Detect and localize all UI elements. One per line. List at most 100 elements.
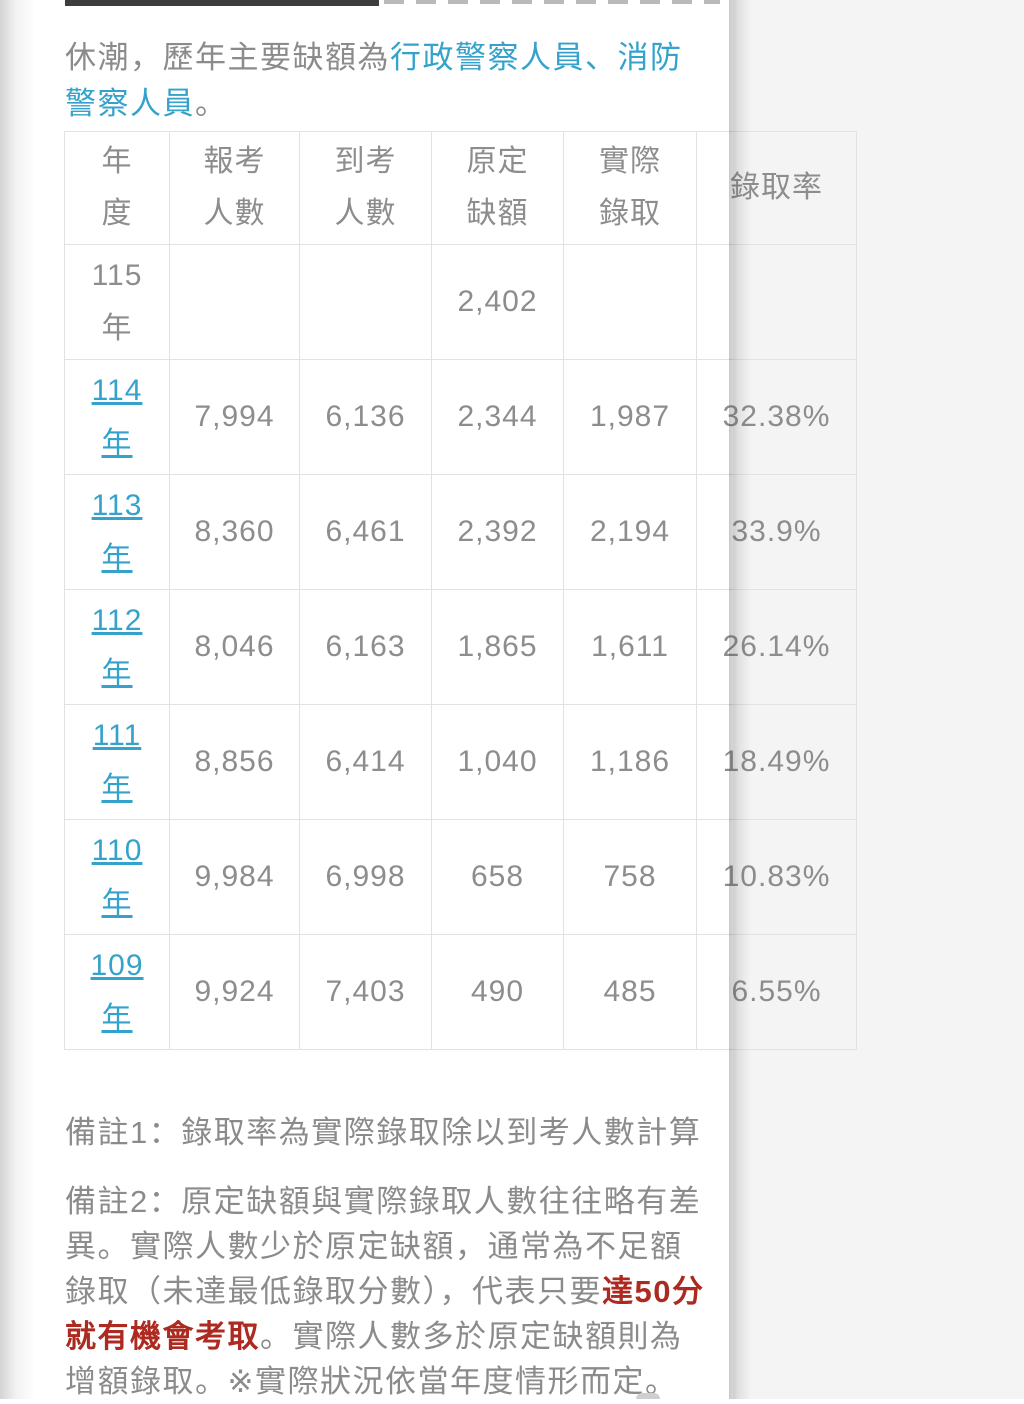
year-number: 115 bbox=[91, 259, 143, 292]
year-cell: 109 年 bbox=[64, 934, 170, 1050]
note2-red-text: 達50分就有機會考取 bbox=[65, 1274, 705, 1354]
cell-vacancies: 1,865 bbox=[431, 589, 564, 705]
cutoff-text-top-light bbox=[384, 0, 720, 4]
year-link[interactable]: 111 年 bbox=[65, 709, 169, 815]
header-cell-3: 原定 缺額 bbox=[431, 131, 564, 245]
year-text: 115 年 bbox=[65, 249, 169, 355]
cell-attended: 7,403 bbox=[299, 934, 432, 1050]
year-link[interactable]: 110 年 bbox=[65, 824, 169, 930]
cell-admitted: 2,194 bbox=[563, 474, 697, 590]
cell-admitted bbox=[563, 244, 697, 360]
table-row-year-112: 112 年 8,046 6,163 1,865 1,611 26.14% bbox=[64, 589, 857, 705]
admission-table: 年度報考 人數 到考 人數 原定 缺額 實際 錄取 錄取率 115 年 2,402 114 年 7,994… bbox=[64, 131, 857, 1050]
cutoff-text-top-dark bbox=[65, 0, 379, 6]
table-row-year-110: 110 年 9,984 6,998 658 758 10.83% bbox=[64, 819, 857, 935]
year-link[interactable]: 109 年 bbox=[65, 939, 169, 1045]
year-cell: 115 年 bbox=[64, 244, 170, 360]
header-cell-0: 年度 bbox=[64, 131, 170, 245]
year-link[interactable]: 112 年 bbox=[65, 594, 169, 700]
year-number: 112 bbox=[91, 604, 143, 637]
header-line2: 缺額 bbox=[466, 197, 529, 230]
cell-rate: 32.38% bbox=[696, 359, 857, 475]
cell-attended: 6,998 bbox=[299, 819, 432, 935]
cell-attended bbox=[299, 244, 432, 360]
table-row-year-111: 111 年 8,856 6,414 1,040 1,186 18.49% bbox=[64, 704, 857, 820]
cell-attended: 6,163 bbox=[299, 589, 432, 705]
cell-applicants: 9,984 bbox=[169, 819, 300, 935]
cell-admitted: 1,611 bbox=[563, 589, 697, 705]
cell-rate: 33.9% bbox=[696, 474, 857, 590]
intro-separator: 、 bbox=[585, 40, 618, 75]
header-row: 年度報考 人數 到考 人數 原定 缺額 實際 錄取 錄取率 bbox=[64, 131, 857, 245]
cell-applicants: 8,856 bbox=[169, 704, 300, 820]
year-number: 111 bbox=[92, 719, 142, 752]
cell-applicants: 7,994 bbox=[169, 359, 300, 475]
header-cell-4: 實際 錄取 bbox=[563, 131, 697, 245]
admin-police-link[interactable]: 行政警察人員 bbox=[390, 40, 585, 75]
year-suffix: 年 bbox=[101, 312, 133, 345]
cell-vacancies: 1,040 bbox=[431, 704, 564, 820]
year-cell: 110 年 bbox=[64, 819, 170, 935]
year-number: 114 bbox=[91, 374, 143, 407]
cell-attended: 6,461 bbox=[299, 474, 432, 590]
table-row-year-114: 114 年 7,994 6,136 2,344 1,987 32.38% bbox=[64, 359, 857, 475]
year-link[interactable]: 113 年 bbox=[65, 479, 169, 585]
note-2: 備註2：原定缺額與實際錄取人數往往略有差異。實際人數少於原定缺額，通常為不足額錄… bbox=[65, 1179, 713, 1404]
cell-admitted: 1,186 bbox=[563, 704, 697, 820]
header-line1: 報考 bbox=[203, 145, 266, 178]
cell-rate bbox=[696, 244, 857, 360]
cell-applicants: 8,360 bbox=[169, 474, 300, 590]
year-number: 110 bbox=[91, 834, 143, 867]
year-suffix: 年 bbox=[101, 772, 133, 805]
cell-vacancies: 2,402 bbox=[431, 244, 564, 360]
admission-table-head: 年度報考 人數 到考 人數 原定 缺額 實際 錄取 錄取率 bbox=[64, 131, 857, 245]
card-edge-shadow bbox=[729, 0, 751, 1399]
note2-text-after: 。實際人數多於原定缺額則為增額錄取。※實際狀況依當年度情形而定。 bbox=[65, 1319, 683, 1399]
header-cell-2: 到考 人數 bbox=[299, 131, 432, 245]
year-suffix: 年 bbox=[101, 887, 133, 920]
admission-table-body: 115 年 2,402 114 年 7,994 6,136 2,344 1,987 32.38% 1… bbox=[64, 244, 857, 1050]
cell-applicants: 8,046 bbox=[169, 589, 300, 705]
year-cell: 112 年 bbox=[64, 589, 170, 705]
cell-vacancies: 2,344 bbox=[431, 359, 564, 475]
intro-paragraph: 休潮，歷年主要缺額為行政警察人員、消防警察人員。 bbox=[65, 35, 695, 127]
note-1: 備註1：錄取率為實際錄取除以到考人數計算 bbox=[65, 1115, 702, 1150]
cell-admitted: 485 bbox=[563, 934, 697, 1050]
cell-applicants bbox=[169, 244, 300, 360]
header-line2: 錄取 bbox=[599, 197, 661, 230]
header-line1: 錄取率 bbox=[730, 171, 823, 204]
header-cell-1: 報考 人數 bbox=[169, 131, 300, 245]
year-number: 109 bbox=[90, 949, 144, 982]
header-line1: 原定 bbox=[466, 145, 529, 178]
year-cell: 114 年 bbox=[64, 359, 170, 475]
table-row-year-113: 113 年 8,360 6,461 2,392 2,194 33.9% bbox=[64, 474, 857, 590]
header-line1: 實際 bbox=[599, 145, 661, 178]
cell-attended: 6,414 bbox=[299, 704, 432, 820]
header-line2: 度 bbox=[101, 197, 133, 230]
cell-rate: 6.55% bbox=[696, 934, 857, 1050]
note2-text-before: 備註2：原定缺額與實際錄取人數往往略有差異。實際人數少於原定缺額，通常為不足額錄… bbox=[65, 1184, 702, 1309]
bottom-cutoff-fragment bbox=[636, 1393, 660, 1399]
intro-text-before: 休潮，歷年主要缺額為 bbox=[65, 40, 390, 75]
header-line2: 人數 bbox=[203, 197, 266, 230]
header-line1: 年 bbox=[101, 145, 133, 178]
cell-vacancies: 2,392 bbox=[431, 474, 564, 590]
cell-rate: 18.49% bbox=[696, 704, 857, 820]
year-suffix: 年 bbox=[101, 427, 133, 460]
cell-applicants: 9,924 bbox=[169, 934, 300, 1050]
cell-admitted: 758 bbox=[563, 819, 697, 935]
year-number: 113 bbox=[91, 489, 143, 522]
cell-rate: 10.83% bbox=[696, 819, 857, 935]
header-line1: 到考 bbox=[334, 145, 397, 178]
cell-attended: 6,136 bbox=[299, 359, 432, 475]
year-link[interactable]: 114 年 bbox=[65, 364, 169, 470]
intro-text-after: 。 bbox=[195, 86, 228, 121]
fire-police-link[interactable]: 消防警察人員 bbox=[65, 40, 683, 121]
header-cell-5: 錄取率 bbox=[696, 131, 857, 245]
year-suffix: 年 bbox=[101, 657, 133, 690]
cell-vacancies: 490 bbox=[431, 934, 564, 1050]
header-line2: 人數 bbox=[334, 197, 397, 230]
cell-rate: 26.14% bbox=[696, 589, 857, 705]
cell-admitted: 1,987 bbox=[563, 359, 697, 475]
